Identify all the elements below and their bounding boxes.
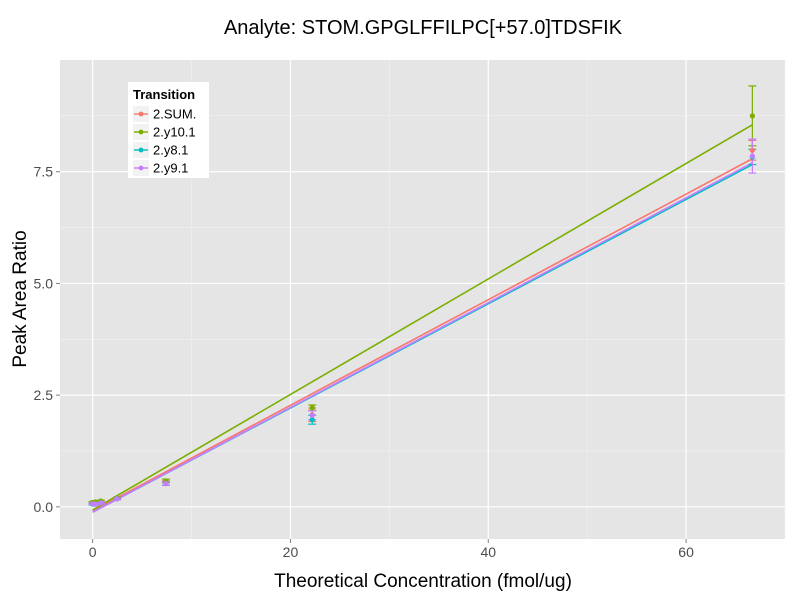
x-axis: 0 20 40 60: [89, 539, 694, 560]
data-point: [92, 501, 98, 507]
legend-title: Transition: [133, 87, 195, 102]
legend-key: [133, 142, 149, 158]
x-tick-label: 40: [480, 544, 496, 560]
legend-label: 2.y8.1: [153, 143, 188, 158]
y-tick-label: 0.0: [34, 499, 54, 515]
y-tick-label: 2.5: [34, 387, 54, 403]
data-point: [309, 417, 315, 423]
x-tick-label: 60: [678, 544, 694, 560]
legend-key: [133, 106, 149, 122]
legend: Transition 2.SUM. 2.y10.1 2.y8.1 2.y9.1: [128, 82, 209, 178]
y-tick-label: 5.0: [34, 275, 54, 291]
y-axis: 0.0 2.5 5.0 7.5: [34, 164, 60, 515]
legend-key: [133, 160, 149, 176]
fit-line: [92, 124, 753, 511]
legend-key-point: [138, 129, 144, 135]
data-point: [749, 113, 755, 119]
data-point: [163, 480, 169, 487]
legend-key-point: [138, 165, 144, 171]
data-point: [309, 412, 315, 418]
y-tick-label: 7.5: [34, 164, 54, 180]
x-tick-label: 20: [283, 544, 299, 560]
fit-line: [92, 158, 753, 512]
fit-line: [92, 162, 753, 513]
legend-key-point: [138, 111, 144, 117]
data-point: [309, 405, 315, 411]
data-point: [98, 500, 104, 506]
chart-title: Analyte: STOM.GPGLFFILPC[+57.0]TDSFIK: [224, 17, 623, 39]
legend-label: 2.SUM.: [153, 107, 196, 122]
data-point: [749, 153, 755, 159]
legend-items: 2.SUM. 2.y10.1 2.y8.1 2.y9.1: [133, 106, 196, 176]
x-tick-label: 0: [89, 544, 97, 560]
fit-lines: [92, 124, 753, 513]
data-point: [749, 147, 755, 153]
legend-label: 2.y10.1: [153, 125, 196, 140]
y-axis-title: Peak Area Ratio: [10, 230, 31, 367]
legend-label: 2.y9.1: [153, 161, 188, 176]
data-point: [114, 496, 120, 502]
data-points: [90, 113, 755, 507]
legend-key: [133, 124, 149, 140]
x-axis-title: Theoretical Concentration (fmol/ug): [274, 571, 572, 592]
legend-key-point: [138, 147, 144, 153]
